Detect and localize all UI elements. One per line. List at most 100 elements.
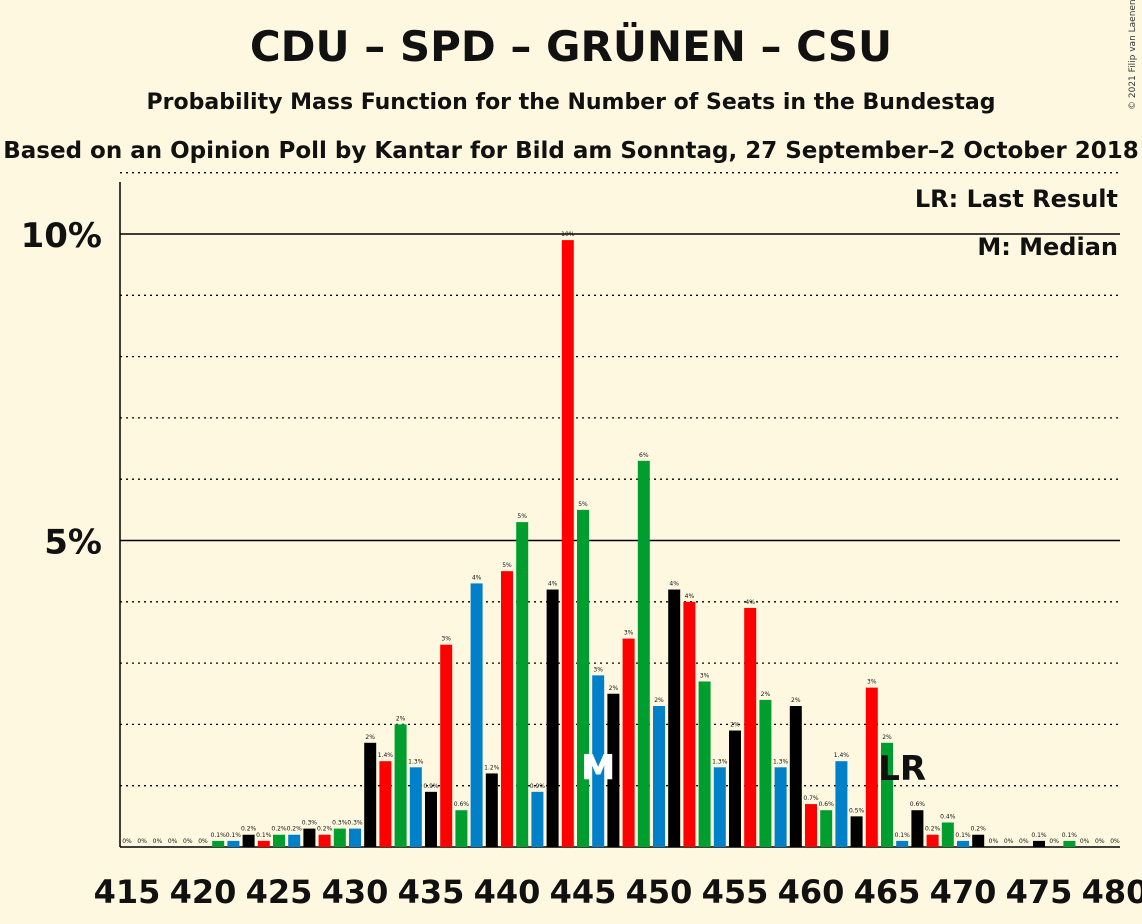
- bar-seat-430: [349, 829, 361, 847]
- x-tick-label: 425: [246, 873, 313, 911]
- bar-seat-424: [258, 841, 270, 847]
- value-label-seat-415: 0%: [122, 838, 132, 845]
- value-label-seat-436: 3%: [441, 636, 451, 643]
- bar-seat-421: [212, 841, 224, 847]
- bar-seat-455: [729, 731, 741, 847]
- bar-seat-460: [805, 804, 817, 847]
- value-label-seat-454: 1.3%: [712, 758, 728, 765]
- value-label-seat-448: 3%: [624, 630, 634, 637]
- value-label-seat-416: 0%: [137, 838, 147, 845]
- value-label-seat-430: 0.3%: [347, 820, 363, 827]
- bar-seat-429: [334, 829, 346, 847]
- value-label-seat-474: 0%: [1019, 838, 1029, 845]
- x-tick-label: 465: [854, 873, 921, 911]
- x-tick-label: 430: [322, 873, 389, 911]
- bar-seat-426: [288, 835, 300, 847]
- value-label-seat-422: 0.1%: [226, 832, 242, 839]
- bar-seat-477: [1063, 841, 1075, 847]
- value-label-seat-425: 0.2%: [271, 826, 287, 833]
- value-label-seat-445: 5%: [578, 501, 588, 508]
- value-label-seat-465: 2%: [882, 734, 892, 741]
- x-tick-label: 440: [474, 873, 541, 911]
- bar-seat-454: [714, 767, 726, 847]
- bar-seat-451: [668, 590, 680, 847]
- bar-seat-471: [972, 835, 984, 847]
- value-label-seat-437: 0.6%: [454, 801, 470, 808]
- bar-seat-457: [759, 700, 771, 847]
- bar-seat-432: [379, 761, 391, 847]
- x-tick-label: 475: [1006, 873, 1073, 911]
- value-label-seat-468: 0.2%: [925, 826, 941, 833]
- value-label-seat-417: 0%: [153, 838, 163, 845]
- value-label-seat-427: 0.3%: [302, 820, 318, 827]
- value-label-seat-418: 0%: [168, 838, 178, 845]
- value-label-seat-453: 3%: [700, 672, 710, 679]
- bar-seat-428: [319, 835, 331, 847]
- value-label-seat-440: 5%: [502, 562, 512, 569]
- value-label-seat-429: 0.3%: [332, 820, 348, 827]
- value-label-seat-432: 1.4%: [378, 752, 394, 759]
- bar-seat-468: [927, 835, 939, 847]
- median-marker: M: [581, 748, 615, 788]
- bar-seat-433: [395, 724, 407, 847]
- value-label-seat-438: 4%: [472, 574, 482, 581]
- value-label-seat-470: 0.1%: [955, 832, 971, 839]
- x-tick-label: 450: [626, 873, 693, 911]
- y-tick-label: 10%: [21, 216, 102, 256]
- bar-seat-445: [577, 510, 589, 847]
- value-label-seat-420: 0%: [198, 838, 208, 845]
- value-label-seat-480: 0%: [1110, 838, 1120, 845]
- bar-seat-450: [653, 706, 665, 847]
- value-label-seat-444: 10%: [561, 231, 575, 238]
- bar-seat-464: [866, 688, 878, 847]
- bar-seat-469: [942, 822, 954, 847]
- value-label-seat-434: 1.3%: [408, 758, 424, 765]
- bar-seat-456: [744, 608, 756, 847]
- bar-seat-440: [501, 571, 513, 847]
- value-label-seat-447: 2%: [609, 685, 619, 692]
- bar-seat-435: [425, 792, 437, 847]
- value-label-seat-469: 0.4%: [940, 813, 956, 820]
- value-label-seat-455: 2%: [730, 722, 740, 729]
- value-label-seat-451: 4%: [669, 581, 679, 588]
- bar-seat-434: [410, 767, 422, 847]
- value-label-seat-452: 4%: [685, 593, 695, 600]
- bar-seat-449: [638, 461, 650, 847]
- value-label-seat-439: 1.2%: [484, 764, 500, 771]
- bar-seat-461: [820, 810, 832, 847]
- bar-seat-437: [455, 810, 467, 847]
- y-tick-label: 5%: [44, 523, 102, 563]
- value-label-seat-441: 5%: [517, 513, 527, 520]
- bar-seat-458: [775, 767, 787, 847]
- bar-seat-422: [227, 841, 239, 847]
- x-tick-label: 455: [702, 873, 769, 911]
- value-label-seat-476: 0%: [1049, 838, 1059, 845]
- bar-seat-475: [1033, 841, 1045, 847]
- value-label-seat-478: 0%: [1080, 838, 1090, 845]
- bar-seat-423: [243, 835, 255, 847]
- value-label-seat-477: 0.1%: [1062, 832, 1078, 839]
- value-label-seat-419: 0%: [183, 838, 193, 845]
- value-label-seat-449: 6%: [639, 452, 649, 459]
- x-tick-label: 415: [94, 873, 161, 911]
- value-label-seat-426: 0.2%: [287, 826, 303, 833]
- value-label-seat-456: 4%: [745, 599, 755, 606]
- value-label-seat-464: 3%: [867, 679, 877, 686]
- bar-seat-431: [364, 743, 376, 847]
- value-label-seat-459: 2%: [791, 697, 801, 704]
- bar-seat-425: [273, 835, 285, 847]
- value-label-seat-479: 0%: [1095, 838, 1105, 845]
- value-label-seat-421: 0.1%: [211, 832, 227, 839]
- bar-seat-438: [471, 583, 483, 847]
- bar-seat-470: [957, 841, 969, 847]
- value-label-seat-462: 1.4%: [834, 752, 850, 759]
- x-tick-label: 445: [550, 873, 617, 911]
- value-label-seat-423: 0.2%: [241, 826, 257, 833]
- value-label-seat-446: 3%: [593, 666, 603, 673]
- value-label-seat-461: 0.6%: [819, 801, 835, 808]
- value-label-seat-433: 2%: [396, 715, 406, 722]
- last-result-marker: LR: [878, 749, 926, 789]
- bar-seat-443: [547, 590, 559, 847]
- x-tick-label: 460: [778, 873, 845, 911]
- value-label-seat-458: 1.3%: [773, 758, 789, 765]
